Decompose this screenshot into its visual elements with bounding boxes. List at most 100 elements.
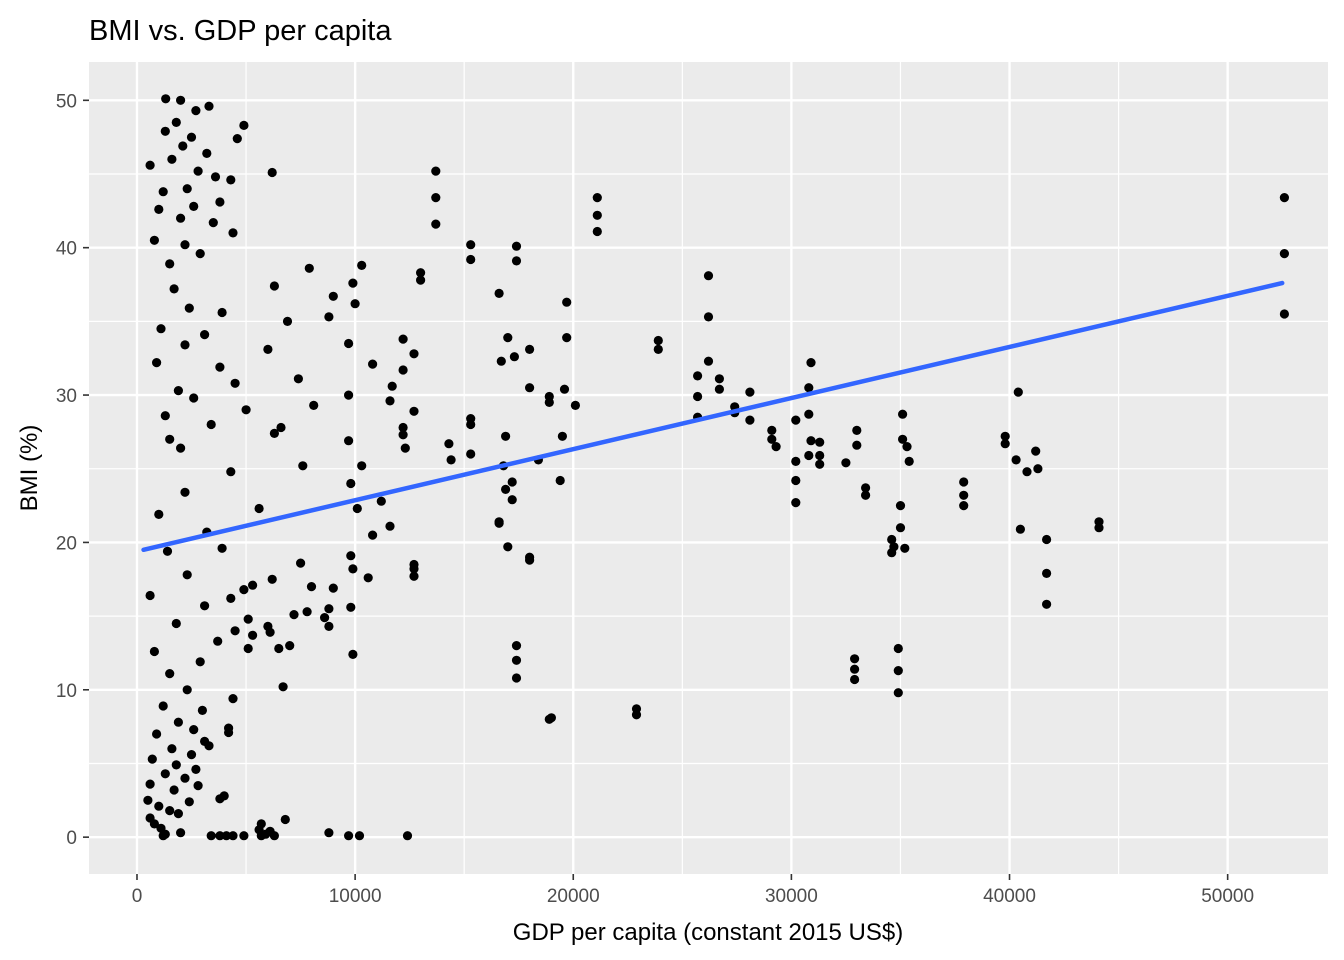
data-point xyxy=(180,240,190,250)
data-point xyxy=(841,458,851,468)
data-point xyxy=(276,422,286,433)
data-point xyxy=(265,627,275,637)
data-point xyxy=(191,106,201,116)
data-point xyxy=(352,503,362,514)
data-point xyxy=(850,654,860,664)
data-point xyxy=(511,256,522,266)
data-point xyxy=(167,154,177,164)
data-point xyxy=(241,405,251,415)
y-tick-label: 40 xyxy=(56,239,77,260)
data-point xyxy=(160,411,170,421)
data-point xyxy=(431,219,441,229)
data-point xyxy=(348,649,358,660)
data-point xyxy=(466,419,476,430)
data-point xyxy=(344,831,354,841)
data-point xyxy=(555,475,565,486)
data-point xyxy=(171,618,181,629)
data-point xyxy=(304,263,314,273)
data-point xyxy=(398,430,408,440)
data-point xyxy=(197,705,207,716)
data-point xyxy=(161,94,171,104)
data-point xyxy=(243,643,253,654)
data-point xyxy=(745,415,755,425)
data-point xyxy=(228,694,238,704)
data-point xyxy=(1279,309,1289,319)
data-point xyxy=(269,281,279,291)
data-point xyxy=(507,495,517,505)
data-point xyxy=(804,450,814,461)
data-point xyxy=(169,785,179,795)
data-point xyxy=(149,646,159,657)
data-point xyxy=(631,710,642,720)
data-point xyxy=(324,621,334,632)
data-point xyxy=(509,352,519,362)
data-point xyxy=(511,673,522,683)
data-point xyxy=(804,383,814,393)
data-point xyxy=(1033,464,1043,474)
data-point xyxy=(895,523,906,533)
data-point xyxy=(815,437,825,447)
data-point xyxy=(289,610,299,620)
data-point xyxy=(243,614,253,624)
data-point xyxy=(893,688,903,698)
data-point xyxy=(898,409,908,419)
grid-major xyxy=(89,62,1328,874)
data-point xyxy=(703,271,714,281)
data-point xyxy=(852,440,862,450)
data-point xyxy=(173,386,183,396)
x-axis-title: GDP per capita (constant 2015 US$) xyxy=(513,919,903,946)
data-point xyxy=(398,422,408,433)
data-point xyxy=(1279,193,1289,203)
data-point xyxy=(182,184,192,194)
data-point xyxy=(274,643,284,654)
data-point xyxy=(357,461,367,471)
chart-title: BMI vs. GDP per capita xyxy=(89,15,392,47)
y-tick-label: 30 xyxy=(56,386,77,407)
data-point xyxy=(852,425,862,435)
data-point xyxy=(887,548,897,558)
data-point xyxy=(895,501,906,511)
data-point xyxy=(173,809,183,819)
data-point xyxy=(189,201,199,211)
data-point xyxy=(248,630,258,640)
data-point xyxy=(409,349,419,359)
data-point xyxy=(346,478,356,489)
data-point xyxy=(182,570,192,580)
y-tick-label: 20 xyxy=(56,533,77,554)
data-point xyxy=(494,518,504,528)
data-point xyxy=(1000,431,1010,441)
data-point xyxy=(324,604,334,614)
data-point xyxy=(228,831,238,841)
data-point xyxy=(511,641,522,651)
data-point xyxy=(1279,249,1289,259)
data-point xyxy=(145,160,155,170)
data-point xyxy=(959,477,969,487)
data-point xyxy=(791,456,801,466)
data-point xyxy=(215,794,225,804)
data-point xyxy=(346,551,356,561)
data-point xyxy=(511,655,522,665)
data-point xyxy=(893,643,903,654)
data-point xyxy=(1042,568,1052,579)
data-point xyxy=(815,459,825,469)
data-point xyxy=(186,750,197,760)
x-axis-ticks: 0 10000 20000 30000 40000 50000 xyxy=(132,874,1254,907)
data-point xyxy=(324,312,334,322)
data-point xyxy=(189,393,199,403)
data-point xyxy=(189,725,199,735)
data-point xyxy=(745,387,755,397)
data-point xyxy=(239,120,249,130)
data-point xyxy=(302,607,312,617)
data-point xyxy=(224,727,234,738)
data-point xyxy=(466,449,476,459)
data-point xyxy=(703,356,714,366)
data-point xyxy=(180,340,190,350)
data-point xyxy=(767,434,777,444)
data-point xyxy=(176,443,186,453)
data-point xyxy=(178,141,188,151)
data-point xyxy=(184,797,194,807)
data-point xyxy=(160,769,170,779)
data-point xyxy=(143,795,153,805)
data-point xyxy=(893,666,903,676)
